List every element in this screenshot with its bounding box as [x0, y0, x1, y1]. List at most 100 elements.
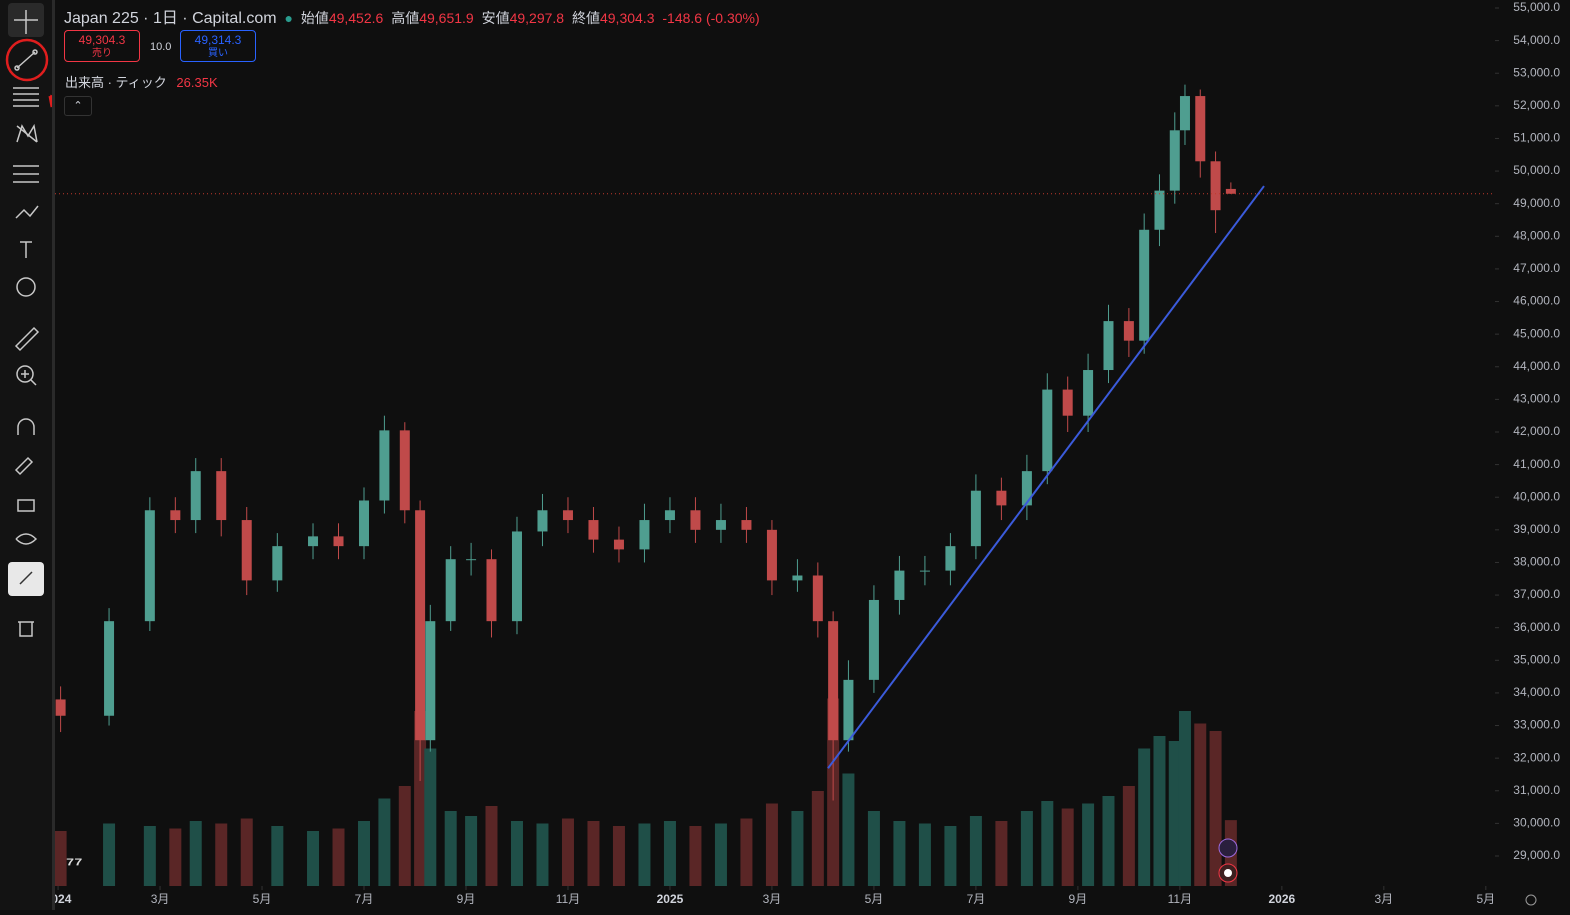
candle-body: [170, 510, 181, 521]
candle-body: [945, 546, 956, 571]
trendline: [827, 185, 1265, 769]
fib-tool[interactable]: [13, 87, 39, 107]
volume-bar: [842, 773, 855, 886]
volume-bar: [378, 798, 391, 886]
high-label: 高値: [391, 10, 420, 26]
volume-bar: [663, 821, 676, 886]
candle-body: [792, 575, 803, 581]
magnet-tool[interactable]: [17, 418, 35, 435]
candle-body: [1139, 229, 1150, 341]
x-tick-label: 7月: [967, 892, 986, 906]
candle-body: [55, 699, 66, 716]
x-tick-label: 5月: [865, 892, 884, 906]
candle-body: [894, 570, 905, 600]
candle-body: [1195, 96, 1206, 162]
candle-body: [843, 679, 854, 741]
volume-bar: [485, 806, 498, 886]
volume-bar: [215, 823, 228, 886]
candle-body: [333, 536, 344, 547]
text-tool[interactable]: [20, 241, 32, 258]
volume-bar: [995, 821, 1008, 886]
candle-body: [562, 510, 573, 521]
open-label: 始値: [300, 10, 329, 26]
candle-body: [1123, 321, 1134, 341]
low-value: 49,297.8: [509, 10, 565, 26]
zoom-tool[interactable]: [16, 365, 34, 383]
candle-body: [486, 559, 497, 622]
candle-body: [1225, 188, 1236, 194]
hide-tool[interactable]: [15, 533, 38, 545]
sell-label: 売り: [92, 48, 112, 59]
volume-bar: [765, 803, 778, 886]
candle-body: [588, 520, 599, 540]
trendline-tool[interactable]: [16, 51, 36, 69]
y-tick-label: 40,000.0: [1513, 489, 1560, 503]
candle-body: [379, 430, 390, 501]
volume-bar: [561, 818, 574, 886]
volume-bar: [969, 816, 982, 886]
volume-bar: [1020, 811, 1033, 886]
toolbar: [0, 0, 74, 910]
y-tick-label: 41,000.0: [1513, 457, 1560, 471]
brush-tool[interactable]: [15, 205, 39, 219]
sell-button[interactable]: 49,304.3 売り: [64, 30, 140, 62]
axes: 29,000.0 30,000.0 31,000.0 32,000.0 33,000.0…: [45, 0, 1561, 906]
toolbar-icons: [5, 3, 74, 637]
delete-tool[interactable]: [18, 621, 34, 637]
y-tick-label: 45,000.0: [1513, 326, 1560, 340]
candle-body: [1062, 389, 1073, 416]
volume-bar: [398, 786, 411, 886]
candle-body: [664, 510, 675, 521]
candle-body: [1210, 161, 1221, 211]
volume-bar: [867, 811, 880, 886]
logo: ⁷⁷: [66, 854, 83, 876]
volume-bar: [143, 826, 156, 886]
volume-bar: [358, 821, 371, 886]
y-tick-label: 53,000.0: [1513, 65, 1560, 79]
candle-body: [425, 621, 436, 741]
volume-bar: [918, 823, 931, 886]
candle-body: [970, 490, 981, 547]
high-value: 49,651.9: [419, 10, 474, 26]
volume-bar: [791, 811, 804, 886]
volume-bar: [103, 823, 116, 886]
volume-bar: [689, 826, 702, 886]
pattern-tool[interactable]: [16, 123, 38, 143]
y-tick-label: 31,000.0: [1513, 783, 1560, 797]
alert-icon[interactable]: [1218, 838, 1238, 858]
collapse-button[interactable]: ⌃: [64, 96, 92, 116]
volume-bar: [240, 818, 253, 886]
x-tick-label: 2026: [1269, 892, 1296, 906]
crosshair-tool[interactable]: [14, 10, 38, 34]
settings-icon[interactable]: [1525, 894, 1537, 906]
candle-body: [868, 599, 879, 680]
candle-body: [104, 621, 115, 716]
buy-button[interactable]: 49,314.3 買い: [180, 30, 256, 62]
lock-tool[interactable]: [17, 499, 35, 512]
emoji-tool[interactable]: [16, 277, 36, 297]
candle-body: [511, 531, 522, 622]
volume-bar: [444, 811, 457, 886]
volume-bar: [1168, 741, 1181, 886]
lock-draw-tool[interactable]: [14, 456, 34, 476]
volume-bar: [612, 826, 625, 886]
y-tick-label: 34,000.0: [1513, 685, 1560, 699]
candle-body: [359, 500, 370, 547]
volume-bar: [893, 821, 906, 886]
ruler-tool[interactable]: [14, 326, 40, 352]
volume-bar: [944, 826, 957, 886]
y-tick-label: 32,000.0: [1513, 750, 1560, 764]
candle-body: [537, 510, 548, 532]
forecast-tool[interactable]: [13, 165, 39, 183]
candle-body: [1103, 321, 1114, 371]
candle-body: [613, 539, 624, 550]
x-tick-label: 5月: [1476, 892, 1495, 906]
candle-body: [1042, 389, 1053, 472]
x-tick-label: 11月: [1168, 892, 1192, 906]
candle-body: [639, 520, 650, 550]
y-tick-label: 52,000.0: [1513, 98, 1560, 112]
y-tick-label: 29,000.0: [1513, 848, 1560, 862]
volume-bar: [271, 826, 284, 886]
y-tick-label: 48,000.0: [1513, 228, 1560, 242]
